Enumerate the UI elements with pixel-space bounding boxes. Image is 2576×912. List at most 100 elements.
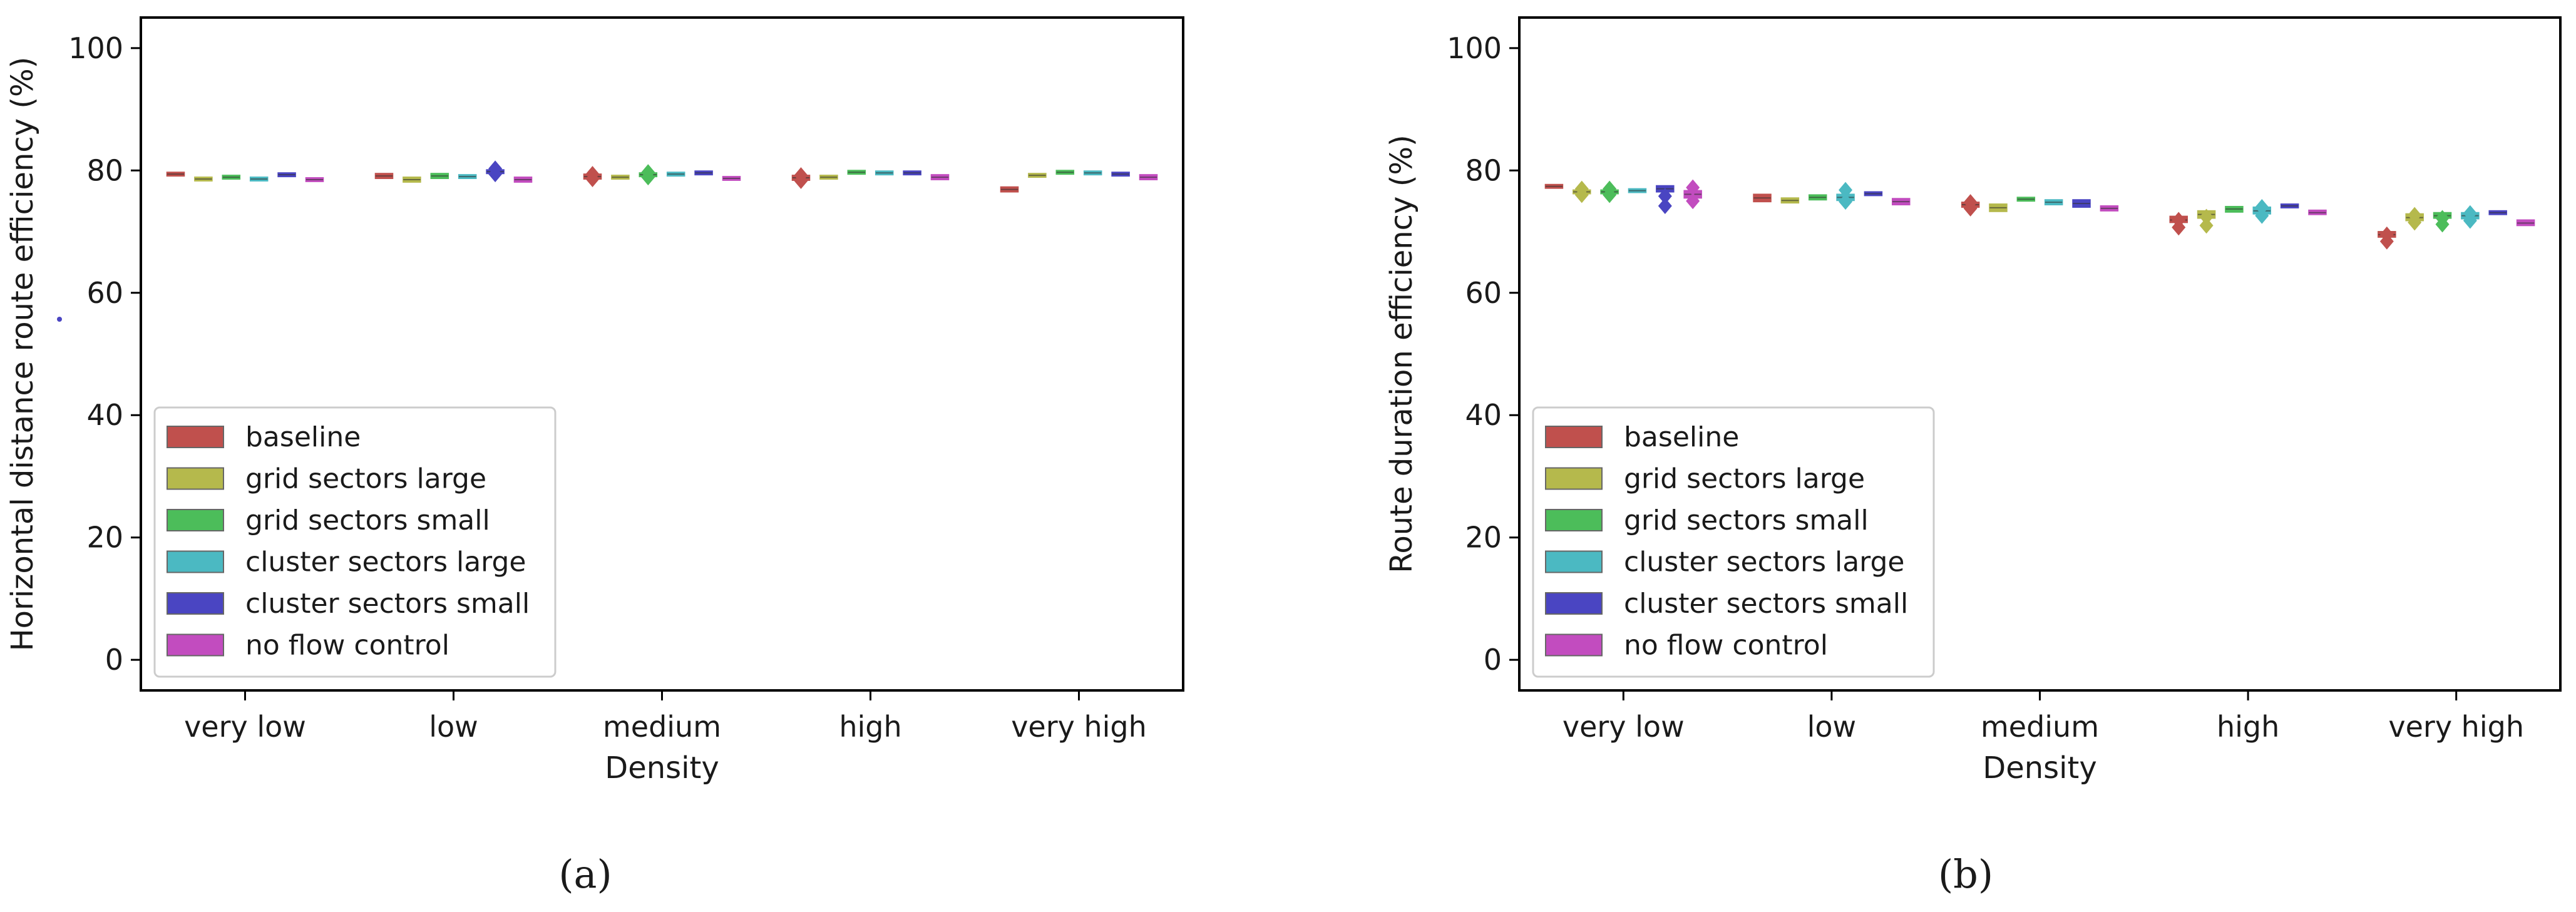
y-tick-label: 40 (1465, 398, 1502, 432)
box (2433, 210, 2452, 233)
box (403, 177, 421, 183)
box (194, 177, 213, 182)
legend-item: cluster sectors large (167, 546, 526, 578)
x-tick-label: very low (184, 710, 306, 744)
box (222, 175, 241, 180)
box (2044, 199, 2063, 206)
x-tick-label: very low (1563, 710, 1685, 744)
outlier-marker (1839, 193, 1853, 210)
box (903, 170, 921, 176)
y-tick-label: 100 (68, 31, 123, 65)
box (1628, 188, 1647, 193)
x-tick-label: high (2217, 710, 2279, 744)
legend-item: cluster sectors small (1545, 588, 1908, 620)
panel-caption: (b) (1938, 851, 1993, 897)
box (2378, 226, 2396, 250)
outlier-marker (1574, 180, 1589, 197)
outlier-marker (1658, 188, 1672, 205)
legend-swatch (1545, 426, 1603, 448)
box (875, 170, 894, 176)
legend-item: grid sectors large (1545, 463, 1865, 495)
y-tick-label: 0 (105, 643, 123, 677)
legend-frame (1532, 406, 1935, 678)
y-axis-label: Route duration efficiency (%) (1384, 135, 1419, 573)
box (277, 172, 296, 178)
box (819, 175, 838, 180)
legend-item: grid sectors small (1545, 505, 1869, 536)
box (1055, 170, 1075, 175)
box (2308, 209, 2327, 215)
outlier-marker (2255, 207, 2269, 224)
box (1683, 179, 1702, 210)
box (1753, 193, 1772, 203)
box (2072, 199, 2091, 208)
box (305, 177, 324, 182)
y-tick-label: 60 (86, 276, 123, 310)
legend-label: grid sectors large (245, 463, 486, 495)
box (374, 173, 394, 180)
x-axis-label: Density (605, 751, 719, 786)
outlier-marker (2379, 226, 2394, 243)
box (1961, 194, 1980, 217)
legend-item: grid sectors small (167, 505, 490, 536)
legend-label: cluster sectors large (245, 546, 526, 578)
outlier-marker (2255, 198, 2269, 215)
outlier-marker (2408, 207, 2422, 223)
legend-swatch (167, 592, 224, 615)
outlier-marker (2172, 212, 2186, 228)
x-tick-label: medium (603, 710, 721, 744)
legend-frame (153, 406, 557, 678)
box (2280, 203, 2299, 208)
box (1892, 198, 1911, 206)
y-tick-label: 0 (1484, 643, 1502, 677)
box (694, 170, 713, 176)
box (1780, 197, 1800, 204)
chart-b: 0 20 40 60 80 100 very low low medium high very hi… (1384, 16, 2562, 897)
legend-item: cluster sectors small (167, 588, 530, 620)
box (1989, 203, 2008, 212)
outlier-marker (1963, 194, 1978, 211)
box (930, 174, 950, 180)
box (166, 172, 185, 177)
legend-label: no flow control (245, 630, 449, 662)
box (583, 166, 602, 187)
outlier-marker (2435, 210, 2450, 227)
legend-swatch (1545, 592, 1603, 615)
legend-swatch (167, 426, 224, 448)
box (2016, 197, 2036, 202)
outlier-marker (2463, 205, 2477, 222)
x-axis-label: Density (1983, 751, 2096, 786)
x-tick-label: very high (2388, 710, 2524, 744)
legend-label: baseline (245, 421, 361, 453)
x-tick-label: very high (1011, 710, 1147, 744)
box (2100, 205, 2119, 212)
box (2516, 219, 2535, 227)
box (458, 174, 477, 180)
box (639, 164, 658, 186)
legend-item: grid sectors large (167, 463, 486, 495)
box (1544, 183, 1564, 189)
box (2197, 208, 2216, 234)
stray-dot (57, 317, 62, 322)
box (1600, 180, 1619, 203)
box (1028, 173, 1047, 178)
box (486, 160, 505, 183)
outlier-marker (641, 164, 655, 181)
legend-swatch (1545, 467, 1603, 490)
x-tick-label: high (839, 710, 901, 744)
y-axis-label: Horizontal distance route efficiency (%) (5, 57, 40, 652)
outlier-marker (1658, 198, 1672, 214)
outlier-marker (585, 166, 600, 183)
legend-swatch (167, 633, 224, 657)
legend-label: grid sectors small (1624, 505, 1869, 536)
outlier-marker (1839, 182, 1853, 198)
box (249, 177, 269, 182)
box (1139, 174, 1158, 180)
outlier-marker (2199, 208, 2214, 225)
outlier-marker (1686, 179, 1700, 196)
legend-swatch (1545, 509, 1603, 531)
legend-label: baseline (1624, 421, 1739, 453)
box (791, 167, 811, 189)
box (513, 177, 533, 183)
